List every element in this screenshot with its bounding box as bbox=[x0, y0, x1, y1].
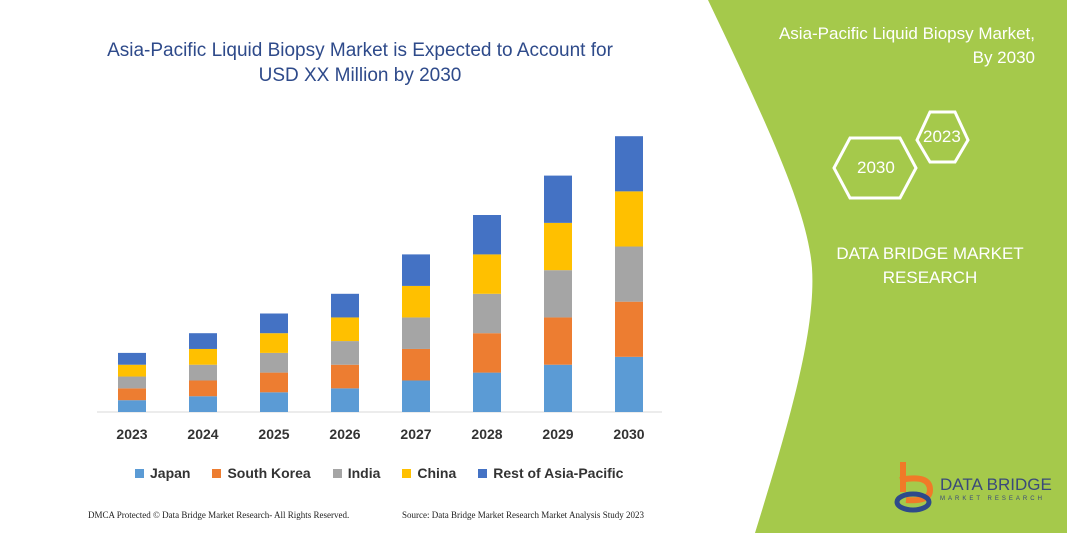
x-tick-label: 2025 bbox=[258, 426, 290, 442]
x-tick-label: 2030 bbox=[613, 426, 645, 442]
bar-2028-rest-of-asia-pacific bbox=[473, 215, 501, 255]
hex-label-start: 2023 bbox=[923, 127, 961, 146]
bar-2028-japan bbox=[473, 372, 501, 412]
bar-2024-rest-of-asia-pacific bbox=[189, 333, 217, 349]
x-tick-label: 2027 bbox=[400, 426, 432, 442]
bar-2025-india bbox=[260, 352, 288, 373]
hex-label-end: 2030 bbox=[857, 158, 895, 177]
bar-2024-india bbox=[189, 364, 217, 381]
bar-2029-china bbox=[544, 222, 572, 271]
bar-2023-japan bbox=[118, 400, 146, 412]
chart-title: Asia-Pacific Liquid Biopsy Market is Exp… bbox=[107, 40, 613, 86]
bar-2024-japan bbox=[189, 396, 217, 412]
bar-2027-india bbox=[402, 317, 430, 349]
bar-2026-rest-of-asia-pacific bbox=[331, 293, 359, 318]
bar-2027-rest-of-asia-pacific bbox=[402, 254, 430, 286]
x-tick-label: 2026 bbox=[329, 426, 361, 442]
bar-2030-china bbox=[615, 191, 643, 247]
legend-label: South Korea bbox=[227, 465, 311, 481]
bar-2029-japan bbox=[544, 364, 572, 412]
company-line2: RESEARCH bbox=[882, 268, 978, 287]
bar-2028-india bbox=[473, 293, 501, 334]
bar-2023-china bbox=[118, 364, 146, 377]
bar-2025-south-korea bbox=[260, 372, 288, 393]
green-side-panel bbox=[708, 0, 1067, 533]
bar-2023-south-korea bbox=[118, 388, 146, 401]
bars bbox=[118, 136, 643, 412]
legend-swatch bbox=[402, 468, 412, 478]
bar-2025-china bbox=[260, 333, 288, 353]
side-heading: Asia-Pacific Liquid Biopsy Market, By 20… bbox=[779, 22, 1035, 70]
legend-label: Japan bbox=[150, 465, 191, 481]
logo-text: DATA BRIDGE bbox=[940, 475, 1052, 494]
bar-2030-india bbox=[615, 246, 643, 302]
x-tick-label: 2023 bbox=[116, 426, 148, 442]
hexagon-2023 bbox=[915, 110, 970, 164]
side-heading-line1: Asia-Pacific Liquid Biopsy Market, bbox=[778, 24, 1035, 43]
bar-2029-india bbox=[544, 270, 572, 318]
bar-2028-china bbox=[473, 254, 501, 294]
legend-item: Japan bbox=[135, 465, 190, 481]
legend-swatch bbox=[212, 468, 222, 478]
company-name: DATA BRIDGE MARKET RESEARCH bbox=[820, 242, 1040, 290]
x-tick-label: 2029 bbox=[542, 426, 574, 442]
bar-2023-india bbox=[118, 376, 146, 389]
legend-swatch bbox=[478, 468, 488, 478]
x-tick-label: 2028 bbox=[471, 426, 503, 442]
x-tick-label: 2024 bbox=[187, 426, 219, 442]
legend-label: China bbox=[417, 465, 457, 481]
legend-item: China bbox=[402, 465, 456, 481]
company-line1: DATA BRIDGE MARKET bbox=[836, 244, 1024, 263]
bar-2024-china bbox=[189, 348, 217, 365]
legend-label: Rest of Asia-Pacific bbox=[493, 465, 624, 481]
bar-2025-rest-of-asia-pacific bbox=[260, 313, 288, 334]
legend-item: Rest of Asia-Pacific bbox=[478, 465, 623, 481]
bar-2030-south-korea bbox=[615, 301, 643, 357]
bar-2027-china bbox=[402, 285, 430, 318]
logo-icon bbox=[894, 462, 934, 513]
bar-2026-japan bbox=[331, 388, 359, 412]
side-heading-line2: By 2030 bbox=[972, 48, 1035, 67]
bar-2026-south-korea bbox=[331, 364, 359, 389]
legend-label: India bbox=[347, 465, 381, 481]
bar-2023-rest-of-asia-pacific bbox=[118, 352, 146, 365]
bar-2026-china bbox=[331, 317, 359, 342]
bar-2026-india bbox=[331, 341, 359, 365]
logo-subtext: MARKET RESEARCH bbox=[940, 496, 1045, 502]
copyright-footer: DMCA Protected © Data Bridge Market Rese… bbox=[88, 510, 350, 520]
bar-2029-south-korea bbox=[544, 317, 572, 365]
legend: Japan South Korea India China Rest of Asia-P… bbox=[135, 465, 623, 481]
source-footer: Source: Data Bridge Market Research Mark… bbox=[402, 510, 644, 520]
bar-2027-south-korea bbox=[402, 348, 430, 381]
bar-2027-japan bbox=[402, 380, 430, 412]
legend-swatch bbox=[332, 468, 342, 478]
bar-2025-japan bbox=[260, 392, 288, 412]
legend-item: South Korea bbox=[212, 465, 311, 481]
bar-2029-rest-of-asia-pacific bbox=[544, 175, 572, 223]
bar-2024-south-korea bbox=[189, 380, 217, 397]
bar-2028-south-korea bbox=[473, 333, 501, 373]
legend-item: India bbox=[332, 465, 381, 481]
bar-2030-rest-of-asia-pacific bbox=[615, 136, 643, 192]
legend-swatch bbox=[135, 468, 144, 478]
bar-2030-japan bbox=[615, 356, 643, 412]
hexagon-2030 bbox=[832, 136, 918, 200]
